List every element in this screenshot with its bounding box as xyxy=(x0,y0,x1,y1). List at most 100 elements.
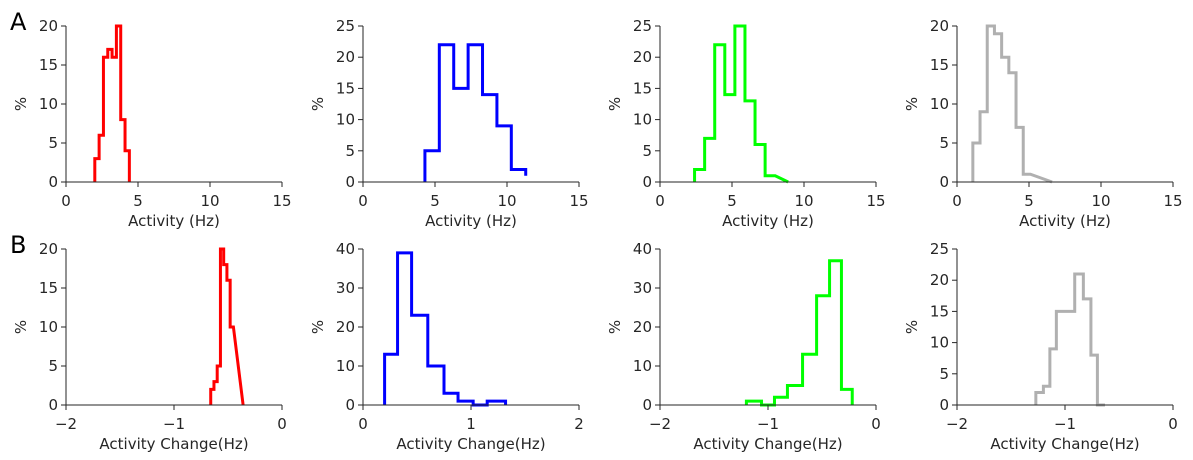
histogram-panel-b3: −2 −1 0 0 10 20 30 40 Activity Change(Hz)% xyxy=(606,240,881,453)
x-axis-label: Activity (Hz) xyxy=(722,212,814,230)
histogram-panel-a4: 0 5 10 15 0 5 10 15 20 Activity (Hz)% xyxy=(903,17,1183,230)
histogram-panel-a2: 0 5 10 15 0 5 10 15 20 25 Activity (Hz)% xyxy=(309,17,589,230)
y-tick-label: 20 xyxy=(336,48,355,66)
histogram-panel-a1: 0 5 10 15 0 5 10 15 20 Activity (Hz)% xyxy=(12,17,292,230)
x-tick-label: −2 xyxy=(55,415,77,433)
histogram-step-line xyxy=(209,247,245,406)
histogram-step-line xyxy=(971,24,1053,184)
y-tick-label: 10 xyxy=(39,95,58,113)
x-tick-label: 0 xyxy=(358,415,368,433)
y-tick-label: 20 xyxy=(930,17,949,35)
x-tick-label: −1 xyxy=(757,415,779,433)
x-tick-label: 0 xyxy=(952,192,962,210)
x-tick-label: 0 xyxy=(871,415,881,433)
y-tick-label: 20 xyxy=(336,318,355,336)
y-tick-label: 5 xyxy=(345,142,355,160)
y-tick-label: 0 xyxy=(345,173,355,191)
y-tick-label: 15 xyxy=(336,79,355,97)
y-tick-label: 10 xyxy=(633,111,652,129)
x-axis-label: Activity (Hz) xyxy=(425,212,517,230)
y-tick-label: 5 xyxy=(939,365,949,383)
y-axis-label: % xyxy=(606,320,624,334)
histogram-panel-b4: −2 −1 0 0 5 10 15 20 25 Activity Change(Hz)% xyxy=(903,240,1178,453)
x-tick-label: −1 xyxy=(1054,415,1076,433)
y-tick-label: 25 xyxy=(930,240,949,258)
y-tick-label: 0 xyxy=(48,173,58,191)
y-tick-label: 10 xyxy=(39,318,58,336)
histogram-step-line xyxy=(93,24,131,182)
x-tick-label: −2 xyxy=(946,415,968,433)
x-tick-label: 5 xyxy=(133,192,143,210)
y-tick-label: 15 xyxy=(633,79,652,97)
x-tick-label: 5 xyxy=(430,192,440,210)
y-tick-label: 20 xyxy=(39,17,58,35)
y-tick-label: 25 xyxy=(633,17,652,35)
y-tick-label: 20 xyxy=(633,318,652,336)
y-tick-label: 0 xyxy=(939,173,949,191)
y-tick-label: 30 xyxy=(633,279,652,297)
x-tick-label: 2 xyxy=(574,415,584,433)
x-tick-label: 0 xyxy=(655,192,665,210)
x-tick-label: 0 xyxy=(61,192,71,210)
y-tick-label: 0 xyxy=(642,173,652,191)
y-tick-label: 5 xyxy=(48,357,58,375)
y-axis-label: % xyxy=(309,97,327,111)
y-tick-label: 25 xyxy=(336,17,355,35)
y-tick-label: 0 xyxy=(939,396,949,414)
y-axis-label: % xyxy=(309,320,327,334)
x-tick-label: 0 xyxy=(1168,415,1178,433)
y-tick-label: 15 xyxy=(930,56,949,74)
x-tick-label: 10 xyxy=(200,192,219,210)
y-tick-label: 10 xyxy=(336,111,355,129)
x-tick-label: −1 xyxy=(163,415,185,433)
histogram-step-line xyxy=(423,43,528,182)
y-axis-label: % xyxy=(903,97,921,111)
y-tick-label: 15 xyxy=(39,279,58,297)
panel-label-b: B xyxy=(10,231,26,259)
x-axis-label: Activity Change(Hz) xyxy=(396,435,545,453)
x-tick-label: 10 xyxy=(794,192,813,210)
y-tick-label: 40 xyxy=(633,240,652,258)
x-tick-label: 15 xyxy=(272,192,291,210)
y-tick-label: 10 xyxy=(930,334,949,352)
y-axis-label: % xyxy=(12,320,30,334)
y-tick-label: 15 xyxy=(39,56,58,74)
y-tick-label: 20 xyxy=(633,48,652,66)
x-tick-label: 1 xyxy=(466,415,476,433)
y-tick-label: 30 xyxy=(336,279,355,297)
x-axis-label: Activity Change(Hz) xyxy=(693,435,842,453)
x-tick-label: 15 xyxy=(1163,192,1182,210)
y-tick-label: 0 xyxy=(345,396,355,414)
x-axis-label: Activity (Hz) xyxy=(1019,212,1111,230)
x-tick-label: 5 xyxy=(727,192,737,210)
panel-label-a: A xyxy=(10,8,27,36)
y-tick-label: 40 xyxy=(336,240,355,258)
y-tick-label: 0 xyxy=(48,396,58,414)
x-axis-label: Activity Change(Hz) xyxy=(99,435,248,453)
x-tick-label: 15 xyxy=(569,192,588,210)
x-axis-label: Activity (Hz) xyxy=(128,212,220,230)
y-axis-label: % xyxy=(12,97,30,111)
y-tick-label: 5 xyxy=(939,134,949,152)
y-tick-label: 10 xyxy=(633,357,652,375)
x-tick-label: 10 xyxy=(497,192,516,210)
histogram-step-line xyxy=(1034,272,1105,407)
histogram-step-line xyxy=(693,24,789,184)
y-axis-label: % xyxy=(606,97,624,111)
histogram-step-line xyxy=(744,259,854,407)
x-tick-label: 0 xyxy=(358,192,368,210)
x-tick-label: −2 xyxy=(649,415,671,433)
y-tick-label: 5 xyxy=(48,134,58,152)
histogram-panel-a3: 0 5 10 15 0 5 10 15 20 25 Activity (Hz)% xyxy=(606,17,886,230)
y-tick-label: 0 xyxy=(642,396,652,414)
y-tick-label: 20 xyxy=(930,271,949,289)
histogram-step-line xyxy=(383,251,508,407)
x-axis-label: Activity Change(Hz) xyxy=(990,435,1139,453)
y-axis-label: % xyxy=(903,320,921,334)
y-tick-label: 10 xyxy=(930,95,949,113)
y-tick-label: 10 xyxy=(336,357,355,375)
histogram-panel-b1: −2 −1 0 0 5 10 15 20 Activity Change(Hz)% xyxy=(12,240,287,453)
